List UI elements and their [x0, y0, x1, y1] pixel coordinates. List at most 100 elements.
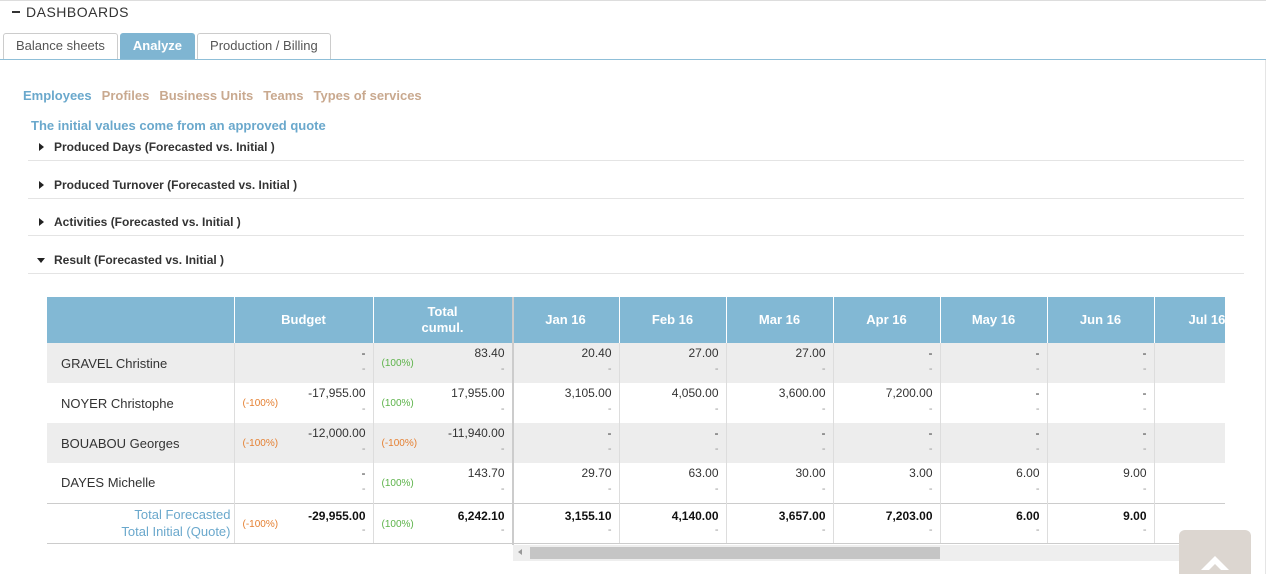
- table-cell: --: [1047, 383, 1155, 423]
- table-cell: 7,200.00 -: [833, 383, 941, 423]
- employee-name[interactable]: NOYER Christophe: [47, 383, 235, 423]
- total-month-value: 3,155.10: [564, 508, 612, 523]
- subnav-types-of-services[interactable]: Types of services: [313, 88, 422, 103]
- month-initial: -: [1142, 483, 1147, 495]
- total-row: Total Forecasted Total Initial (Quote) (-1…: [47, 502, 1225, 544]
- total-percent: (100%): [381, 478, 414, 489]
- section-label: Result (Forecasted vs. Initial ): [54, 253, 225, 267]
- table-cell: 63.00 -: [619, 463, 727, 503]
- subnav-profiles[interactable]: Profiles: [101, 88, 150, 103]
- total-budget-initial: -: [361, 523, 366, 536]
- table-cell: (100%) 6,242.10-: [373, 502, 513, 544]
- tab-production-billing[interactable]: Production / Billing: [197, 33, 331, 59]
- table-cell: (100%) 83.40 -: [373, 343, 513, 383]
- month-initial: -: [607, 443, 612, 455]
- total-budget-value: -29,955.00: [308, 508, 366, 523]
- month-initial: -: [928, 363, 933, 375]
- dashboards-header[interactable]: DASHBOARDS: [12, 4, 129, 20]
- collapse-minus-icon[interactable]: [12, 11, 20, 13]
- table-row[interactable]: GRAVEL Christine - - (100%) 83.40-20.40-27.0…: [47, 343, 1225, 383]
- total-value: -11,940.00: [448, 426, 505, 440]
- header-total-line2: cumul.: [421, 320, 464, 335]
- month-initial: -: [607, 483, 612, 495]
- table-cell: 6.00-: [940, 502, 1048, 544]
- table-cell: [1154, 343, 1225, 383]
- total-budget-percent: (-100%): [242, 518, 279, 530]
- collapse-arrow-icon[interactable]: [37, 258, 45, 263]
- section-activities[interactable]: Activities (Forecasted vs. Initial ): [28, 210, 1244, 236]
- header-month: Apr 16: [833, 297, 941, 343]
- month-initial: -: [714, 403, 719, 415]
- header-budget: Budget: [234, 297, 374, 343]
- result-table: Budget Total cumul. Jan 16 Feb 16 Mar 16 …: [47, 297, 1225, 544]
- total-value: 143.70: [467, 466, 505, 480]
- expand-arrow-icon[interactable]: [39, 218, 44, 226]
- section-produced-days[interactable]: Produced Days (Forecasted vs. Initial ): [28, 135, 1244, 161]
- tab-analyze[interactable]: Analyze: [119, 33, 196, 59]
- month-initial: -: [1035, 483, 1040, 495]
- employee-name[interactable]: GRAVEL Christine: [47, 343, 235, 383]
- month-value: -: [1142, 346, 1147, 360]
- total-month-value: 4,140.00: [671, 508, 719, 523]
- budget-percent: (-100%): [242, 398, 279, 409]
- employee-name[interactable]: BOUABOU Georges: [47, 423, 235, 463]
- tab-bar: Balance sheets Analyze Production / Bill…: [3, 33, 331, 59]
- top-border: [0, 0, 1266, 1]
- dashboards-title: DASHBOARDS: [26, 4, 130, 20]
- month-value: 20.40: [581, 346, 612, 360]
- budget-value: -17,955.00: [308, 386, 366, 400]
- month-initial: -: [607, 403, 612, 415]
- total-month-value: 3,657.00: [778, 508, 826, 523]
- month-value: -: [1142, 426, 1147, 440]
- subnav: Employees Profiles Business Units Teams …: [23, 88, 422, 103]
- table-cell: 3,657.00-: [726, 502, 834, 544]
- table-cell: --: [940, 383, 1048, 423]
- table-cell: --: [833, 423, 941, 463]
- scrollbar-thumb[interactable]: [530, 547, 940, 559]
- header-total-cumul: Total cumul.: [373, 297, 513, 343]
- expand-arrow-icon[interactable]: [39, 143, 44, 151]
- chevron-up-icon-inner: [1206, 564, 1224, 573]
- tab-balance-sheets[interactable]: Balance sheets: [3, 33, 118, 59]
- header-name: [47, 297, 235, 343]
- subnav-employees[interactable]: Employees: [23, 88, 92, 103]
- table-row[interactable]: BOUABOU Georges (-100%) -12,000.00- (-100%)…: [47, 423, 1225, 463]
- table-cell: 7,203.00-: [833, 502, 941, 544]
- table-row[interactable]: NOYER Christophe (-100%) -17,955.00- (100%)…: [47, 383, 1225, 423]
- table-cell: 3,600.00 -: [726, 383, 834, 423]
- month-initial: -: [1142, 363, 1147, 375]
- header-month: Mar 16: [726, 297, 834, 343]
- table-cell: 30.00 -: [726, 463, 834, 503]
- budget-value: -12,000.00: [308, 426, 366, 440]
- subnav-business-units[interactable]: Business Units: [159, 88, 254, 103]
- budget-initial: -: [361, 443, 366, 455]
- header-month: Jan 16: [512, 297, 620, 343]
- table-row[interactable]: DAYES Michelle - - (100%) 143.70-29.70-63.00…: [47, 463, 1225, 503]
- back-to-top-button[interactable]: [1179, 530, 1251, 574]
- month-value: -: [821, 426, 826, 440]
- budget-initial: -: [361, 483, 366, 495]
- budget-initial: -: [361, 363, 366, 375]
- total-labels: Total Forecasted Total Initial (Quote): [47, 502, 235, 544]
- month-value: -: [714, 426, 719, 440]
- table-cell: (100%) 143.70 -: [373, 463, 513, 503]
- expand-arrow-icon[interactable]: [39, 181, 44, 189]
- month-value: 63.00: [688, 466, 719, 480]
- section-produced-turnover[interactable]: Produced Turnover (Forecasted vs. Initia…: [28, 173, 1244, 199]
- employee-name[interactable]: DAYES Michelle: [47, 463, 235, 503]
- scroll-left-icon[interactable]: [518, 549, 522, 555]
- total-cumul-value: 6,242.10: [457, 508, 505, 523]
- total-month-initial: -: [714, 523, 719, 536]
- tab-underline: [0, 59, 1266, 60]
- header-month: May 16: [940, 297, 1048, 343]
- month-value: -: [1035, 346, 1040, 360]
- section-result[interactable]: Result (Forecasted vs. Initial ): [28, 248, 1244, 274]
- total-cumul-initial: -: [500, 523, 505, 536]
- horizontal-scrollbar[interactable]: [513, 545, 1225, 561]
- header-month: Feb 16: [619, 297, 727, 343]
- section-label: Produced Turnover (Forecasted vs. Initia…: [54, 178, 298, 192]
- subnav-teams[interactable]: Teams: [263, 88, 304, 103]
- table-body: GRAVEL Christine - - (100%) 83.40-20.40-27.0…: [47, 343, 1225, 544]
- month-initial: -: [714, 443, 719, 455]
